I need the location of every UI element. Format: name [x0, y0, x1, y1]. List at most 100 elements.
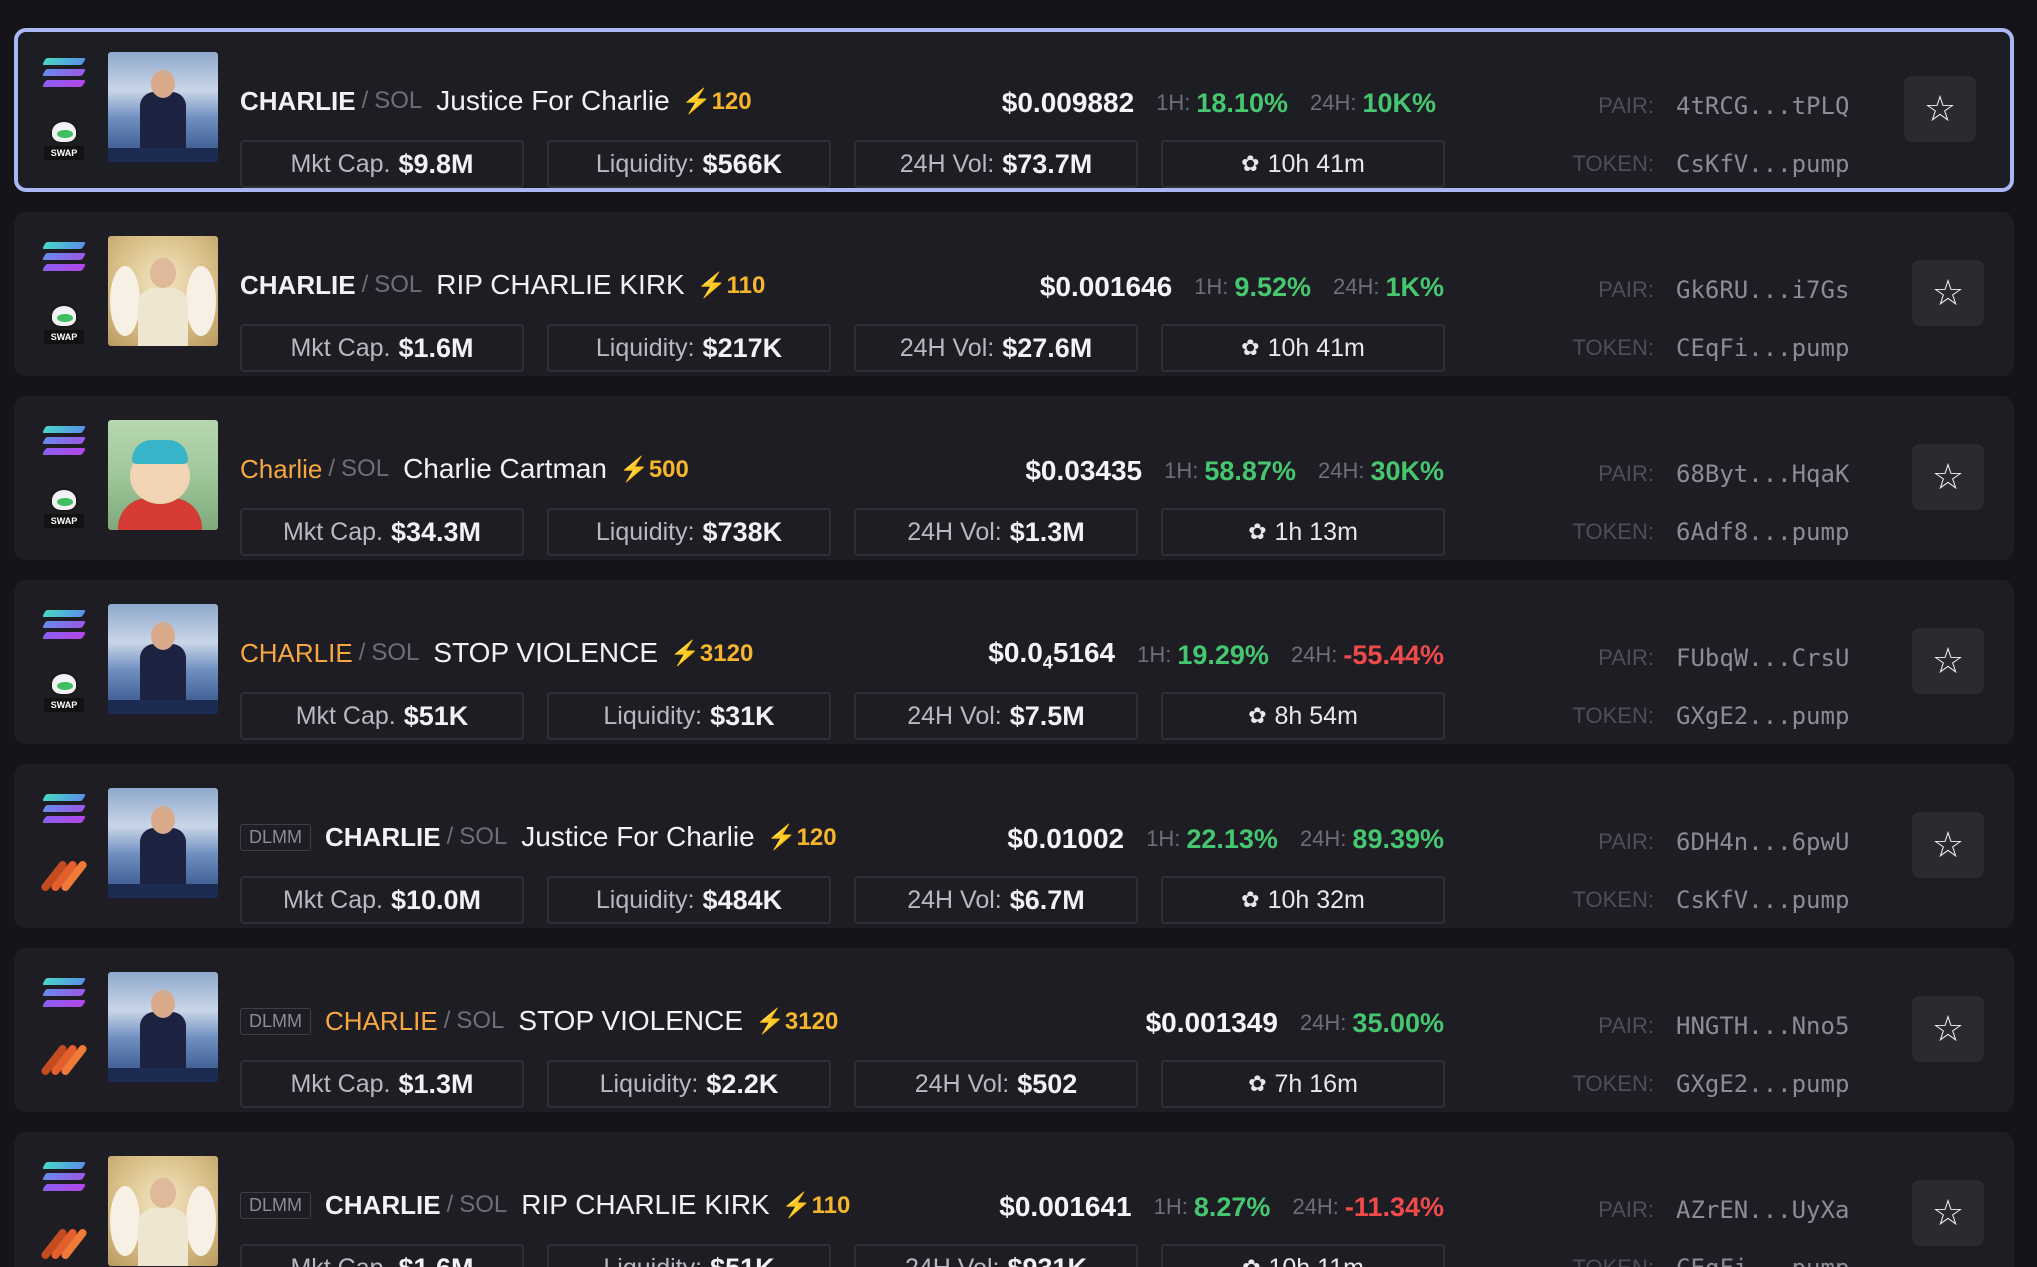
token-address[interactable]: TOKEN: 6Adf8...pump	[1572, 518, 1850, 546]
token-symbol[interactable]: CHARLIE	[240, 637, 353, 668]
pair-address[interactable]: PAIR: 68Byt...HqaK	[1598, 460, 1850, 488]
pair-address[interactable]: PAIR: FUbqW...CrsU	[1598, 644, 1850, 672]
favorite-star-button[interactable]: ☆	[1912, 812, 1984, 878]
token-thumbnail[interactable]	[108, 52, 218, 162]
token-thumbnail[interactable]	[108, 1156, 218, 1266]
token-name: STOP VIOLENCE	[518, 1005, 744, 1036]
boost-badge[interactable]: ⚡3120	[755, 1007, 838, 1036]
quote-symbol: SOL	[459, 823, 508, 850]
solana-icon	[41, 610, 87, 642]
boost-badge[interactable]: ⚡500	[619, 455, 689, 484]
favorite-star-button[interactable]: ☆	[1912, 260, 1984, 326]
pair-address[interactable]: PAIR: 6DH4n...6pwU	[1598, 828, 1850, 856]
token-pair-row[interactable]: SWAP CHARLIE / SOL Justice For Charlie ⚡…	[14, 28, 2014, 192]
token-symbol[interactable]: CHARLIE	[240, 269, 356, 300]
favorite-star-button[interactable]: ☆	[1912, 628, 1984, 694]
token-name: Justice For Charlie	[521, 821, 755, 852]
boost-badge[interactable]: ⚡120	[767, 823, 837, 852]
boost-count: 120	[711, 87, 752, 115]
separator: /	[446, 823, 454, 850]
solana-icon	[41, 978, 87, 1010]
token-title: CHARLIE / SOL Justice For Charlie ⚡120	[240, 84, 752, 118]
change-24h-value: 30K%	[1370, 455, 1444, 486]
boost-badge[interactable]: ⚡110	[697, 271, 766, 300]
star-icon: ☆	[1931, 1008, 1965, 1049]
change-1h-label: 1H:	[1194, 274, 1229, 299]
pair-age-stat: ✿ 7h 16m	[1161, 1060, 1445, 1108]
change-24h-label: 24H:	[1290, 642, 1338, 667]
token-address[interactable]: TOKEN: CsKfV...pump	[1572, 886, 1850, 914]
token-symbol[interactable]: CHARLIE	[240, 85, 356, 116]
separator: /	[358, 639, 366, 666]
token-symbol[interactable]: CHARLIE	[325, 1189, 441, 1220]
token-thumbnail[interactable]	[108, 236, 218, 346]
token-title: CHARLIE / SOL RIP CHARLIE KIRK ⚡110	[240, 268, 765, 302]
star-icon: ☆	[1931, 456, 1965, 497]
boost-badge[interactable]: ⚡110	[782, 1191, 851, 1220]
token-price: $0.01002	[1007, 823, 1125, 854]
favorite-star-button[interactable]: ☆	[1912, 996, 1984, 1062]
change-24h-label: 24H:	[1309, 90, 1357, 115]
market-cap-stat: Mkt Cap. $10.0M	[240, 876, 524, 924]
token-pair-row[interactable]: SWAP Charlie / SOL Charlie Cartman ⚡500 …	[14, 396, 2014, 560]
change-1h-label: 1H:	[1156, 90, 1191, 115]
liquidity-stat: Liquidity:$51K	[547, 1244, 831, 1267]
dex-badge: DLMM	[240, 1191, 311, 1219]
token-title: DLMM CHARLIE / SOL Justice For Charlie ⚡…	[240, 820, 837, 854]
token-name: RIP CHARLIE KIRK	[521, 1189, 770, 1220]
lightning-icon: ⚡	[618, 455, 649, 483]
change-1h-value: 22.13%	[1186, 823, 1278, 854]
token-thumbnail[interactable]	[108, 604, 218, 714]
pair-address[interactable]: PAIR: 4tRCG...tPLQ	[1598, 92, 1850, 120]
volume-24h-stat: 24H Vol: $73.7M	[854, 140, 1138, 188]
dex-badge: DLMM	[240, 823, 311, 851]
token-pair-row[interactable]: SWAP CHARLIE / SOL STOP VIOLENCE ⚡3120 $…	[14, 580, 2014, 744]
token-symbol[interactable]: CHARLIE	[325, 821, 441, 852]
pair-address[interactable]: PAIR: AZrEN...UyXa	[1598, 1196, 1850, 1224]
liquidity-stat: Liquidity: $484K	[547, 876, 831, 924]
change-1h-value: 58.87%	[1204, 455, 1296, 486]
price-line: $0.001646 1H: 9.52% 24H: 1K%	[1040, 270, 1444, 304]
pair-age-stat: ✿ 10h 32m	[1161, 876, 1445, 924]
change-1h-label: 1H:	[1146, 826, 1181, 851]
token-thumbnail[interactable]	[108, 420, 218, 530]
token-address[interactable]: TOKEN: GXgE2...pump	[1572, 702, 1850, 730]
favorite-star-button[interactable]: ☆	[1912, 444, 1984, 510]
raydium-swap-icon: SWAP	[42, 670, 86, 714]
token-address[interactable]: TOKEN: GXgE2...pump	[1572, 1070, 1850, 1098]
star-icon: ☆	[1923, 88, 1957, 129]
boost-badge[interactable]: ⚡3120	[670, 639, 753, 668]
boost-badge[interactable]: ⚡120	[682, 87, 752, 116]
token-pair-row[interactable]: DLMM CHARLIE / SOL STOP VIOLENCE ⚡3120 $…	[14, 948, 2014, 1112]
change-1h-value: 19.29%	[1177, 639, 1269, 670]
token-thumbnail[interactable]	[108, 788, 218, 898]
price-line: $0.009882 1H: 18.10% 24H: 10K%	[1002, 86, 1436, 120]
pair-address[interactable]: PAIR: Gk6RU...i7Gs	[1598, 276, 1850, 304]
favorite-star-button[interactable]: ☆	[1912, 1180, 1984, 1246]
solana-icon	[41, 794, 87, 826]
token-symbol[interactable]: Charlie	[240, 453, 323, 484]
token-symbol[interactable]: CHARLIE	[325, 1005, 438, 1036]
volume-24h-stat: 24H Vol: $6.7M	[854, 876, 1138, 924]
separator: /	[361, 87, 369, 114]
token-address[interactable]: TOKEN: CsKfV...pump	[1572, 150, 1850, 178]
change-24h-value: -55.44%	[1343, 639, 1444, 670]
pair-address[interactable]: PAIR: HNGTH...Nno5	[1598, 1012, 1850, 1040]
raydium-swap-icon: SWAP	[42, 302, 86, 346]
liquidity-stat: Liquidity: $566K	[547, 140, 831, 188]
token-pair-row[interactable]: DLMM CHARLIE / SOL Justice For Charlie ⚡…	[14, 764, 2014, 928]
star-icon: ☆	[1931, 272, 1965, 313]
sprout-icon: ✿	[1241, 335, 1260, 360]
token-address[interactable]: TOKEN:CEqFi...pump	[1572, 334, 1850, 362]
change-24h-label: 24H:	[1299, 826, 1347, 851]
token-pair-row[interactable]: SWAP CHARLIE / SOL RIP CHARLIE KIRK ⚡110…	[14, 212, 2014, 376]
volume-24h-stat: 24H Vol: $502	[854, 1060, 1138, 1108]
token-pair-row[interactable]: DLMM CHARLIE / SOL RIP CHARLIE KIRK ⚡110…	[14, 1132, 2014, 1267]
quote-symbol: SOL	[456, 1007, 505, 1034]
token-price: $0.001349	[1145, 1007, 1278, 1038]
change-24h-label: 24H:	[1292, 1194, 1339, 1219]
token-thumbnail[interactable]	[108, 972, 218, 1082]
favorite-star-button[interactable]: ☆	[1904, 76, 1976, 142]
token-address[interactable]: TOKEN:CEqFi...pump	[1554, 1252, 1849, 1267]
solana-icon	[41, 426, 87, 458]
